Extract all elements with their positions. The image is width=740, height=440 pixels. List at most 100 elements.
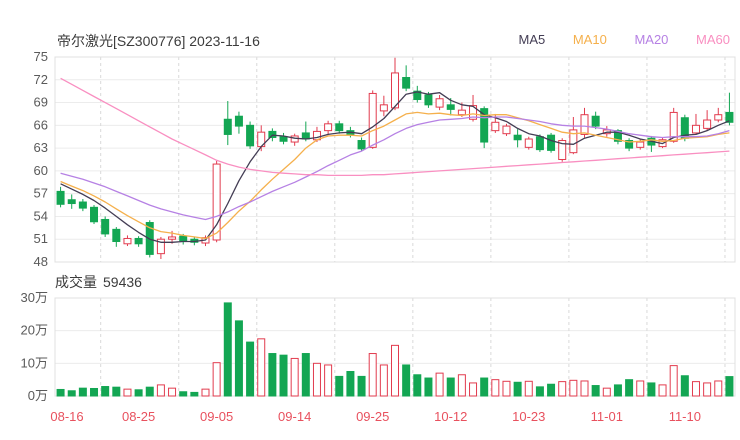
volume-bar[interactable] bbox=[78, 387, 87, 397]
candle-body[interactable] bbox=[703, 119, 712, 129]
legend-ma5[interactable]: MA5 bbox=[518, 32, 546, 47]
candle-body[interactable] bbox=[669, 111, 678, 142]
volume-bar[interactable] bbox=[413, 374, 422, 397]
volume-bar[interactable] bbox=[268, 353, 277, 397]
date-tick-label[interactable]: 09-14 bbox=[278, 409, 311, 424]
candle-body[interactable] bbox=[691, 124, 700, 134]
volume-bar[interactable] bbox=[257, 338, 266, 397]
candle-body[interactable] bbox=[123, 237, 132, 245]
volume-bar[interactable] bbox=[324, 364, 333, 397]
candle-body[interactable] bbox=[625, 140, 634, 149]
candle-body[interactable] bbox=[357, 140, 366, 150]
volume-bar[interactable] bbox=[201, 388, 210, 397]
candle-body[interactable] bbox=[391, 72, 399, 109]
volume-bar[interactable] bbox=[658, 384, 667, 397]
volume-bar[interactable] bbox=[346, 371, 355, 397]
volume-bar[interactable] bbox=[301, 353, 310, 397]
volume-bar[interactable] bbox=[480, 377, 489, 397]
candle-body[interactable] bbox=[402, 77, 411, 89]
date-tick-label[interactable]: 10-23 bbox=[512, 409, 545, 424]
volume-bar[interactable] bbox=[101, 386, 110, 397]
legend-ma10[interactable]: MA10 bbox=[572, 32, 607, 47]
volume-bar[interactable] bbox=[368, 353, 377, 397]
volume-bar[interactable] bbox=[513, 381, 522, 397]
volume-bar[interactable] bbox=[145, 386, 154, 397]
volume-bar[interactable] bbox=[591, 385, 600, 397]
volume-bar[interactable] bbox=[446, 377, 455, 397]
candle-body[interactable] bbox=[513, 134, 522, 141]
candle-body[interactable] bbox=[268, 130, 277, 138]
volume-bar[interactable] bbox=[379, 364, 388, 397]
volume-bar[interactable] bbox=[613, 384, 622, 397]
candle-body[interactable] bbox=[725, 111, 734, 123]
candle-body[interactable] bbox=[569, 129, 578, 154]
candle-body[interactable] bbox=[435, 98, 444, 108]
date-tick-label[interactable]: 08-16 bbox=[50, 409, 83, 424]
volume-bar[interactable] bbox=[168, 387, 177, 397]
candle-body[interactable] bbox=[101, 218, 110, 235]
candle-body[interactable] bbox=[90, 206, 99, 223]
volume-bar[interactable] bbox=[312, 362, 321, 397]
volume-bar[interactable] bbox=[279, 354, 288, 397]
volume-bar[interactable] bbox=[669, 365, 678, 397]
volume-bar[interactable] bbox=[602, 387, 611, 397]
candle-body[interactable] bbox=[67, 199, 76, 205]
candle-body[interactable] bbox=[446, 104, 455, 110]
volume-bar[interactable] bbox=[357, 375, 366, 397]
volume-bar[interactable] bbox=[502, 380, 511, 397]
volume-bar[interactable] bbox=[680, 375, 689, 397]
volume-bar[interactable] bbox=[179, 391, 188, 397]
volume-bar[interactable] bbox=[580, 380, 589, 397]
candle-body[interactable] bbox=[335, 123, 344, 132]
candle-body[interactable] bbox=[179, 235, 188, 242]
candle-body[interactable] bbox=[156, 238, 165, 255]
candle-body[interactable] bbox=[591, 115, 600, 127]
candle-body[interactable] bbox=[379, 104, 388, 112]
volume-bar[interactable] bbox=[335, 375, 344, 397]
date-tick-label[interactable]: 08-25 bbox=[122, 409, 155, 424]
volume-bar[interactable] bbox=[424, 377, 433, 397]
candle-body[interactable] bbox=[168, 236, 177, 240]
volume-bar[interactable] bbox=[67, 390, 76, 397]
date-tick-label[interactable]: 11-10 bbox=[669, 409, 701, 424]
candle-body[interactable] bbox=[580, 114, 589, 135]
candle-body[interactable] bbox=[547, 134, 556, 151]
candle-body[interactable] bbox=[413, 90, 422, 101]
volume-bar[interactable] bbox=[402, 364, 411, 397]
candle-body[interactable] bbox=[324, 123, 333, 132]
volume-bar[interactable] bbox=[190, 391, 199, 397]
volume-bar[interactable] bbox=[625, 379, 634, 397]
volume-bar[interactable] bbox=[636, 380, 645, 397]
volume-bar[interactable] bbox=[134, 389, 143, 397]
candle-body[interactable] bbox=[491, 121, 500, 132]
volume-bar[interactable] bbox=[491, 379, 500, 397]
volume-bar[interactable] bbox=[112, 386, 121, 397]
candle-body[interactable] bbox=[112, 228, 121, 243]
candle-body[interactable] bbox=[535, 136, 544, 151]
candle-body[interactable] bbox=[524, 138, 533, 148]
candle-body[interactable] bbox=[636, 141, 645, 148]
volume-bar[interactable] bbox=[391, 344, 399, 397]
candle-body[interactable] bbox=[234, 115, 243, 127]
candle-body[interactable] bbox=[212, 163, 221, 241]
candle-body[interactable] bbox=[78, 201, 87, 209]
volume-bar[interactable] bbox=[547, 383, 556, 397]
candle-body[interactable] bbox=[714, 114, 723, 121]
candle-body[interactable] bbox=[56, 190, 65, 205]
volume-bar[interactable] bbox=[691, 381, 700, 397]
candle-body[interactable] bbox=[134, 237, 143, 245]
volume-bar[interactable] bbox=[558, 381, 567, 397]
candle-body[interactable] bbox=[558, 140, 567, 161]
candle-body[interactable] bbox=[279, 136, 288, 142]
volume-bar[interactable] bbox=[457, 374, 466, 397]
volume-bar[interactable] bbox=[56, 388, 65, 397]
volume-bar[interactable] bbox=[246, 341, 255, 397]
volume-bar[interactable] bbox=[123, 388, 132, 397]
volume-bar[interactable] bbox=[469, 382, 478, 397]
volume-bar[interactable] bbox=[535, 386, 544, 397]
candle-body[interactable] bbox=[246, 124, 255, 147]
volume-bar[interactable] bbox=[223, 302, 232, 397]
volume-bar[interactable] bbox=[569, 379, 578, 397]
volume-bar[interactable] bbox=[435, 372, 444, 397]
